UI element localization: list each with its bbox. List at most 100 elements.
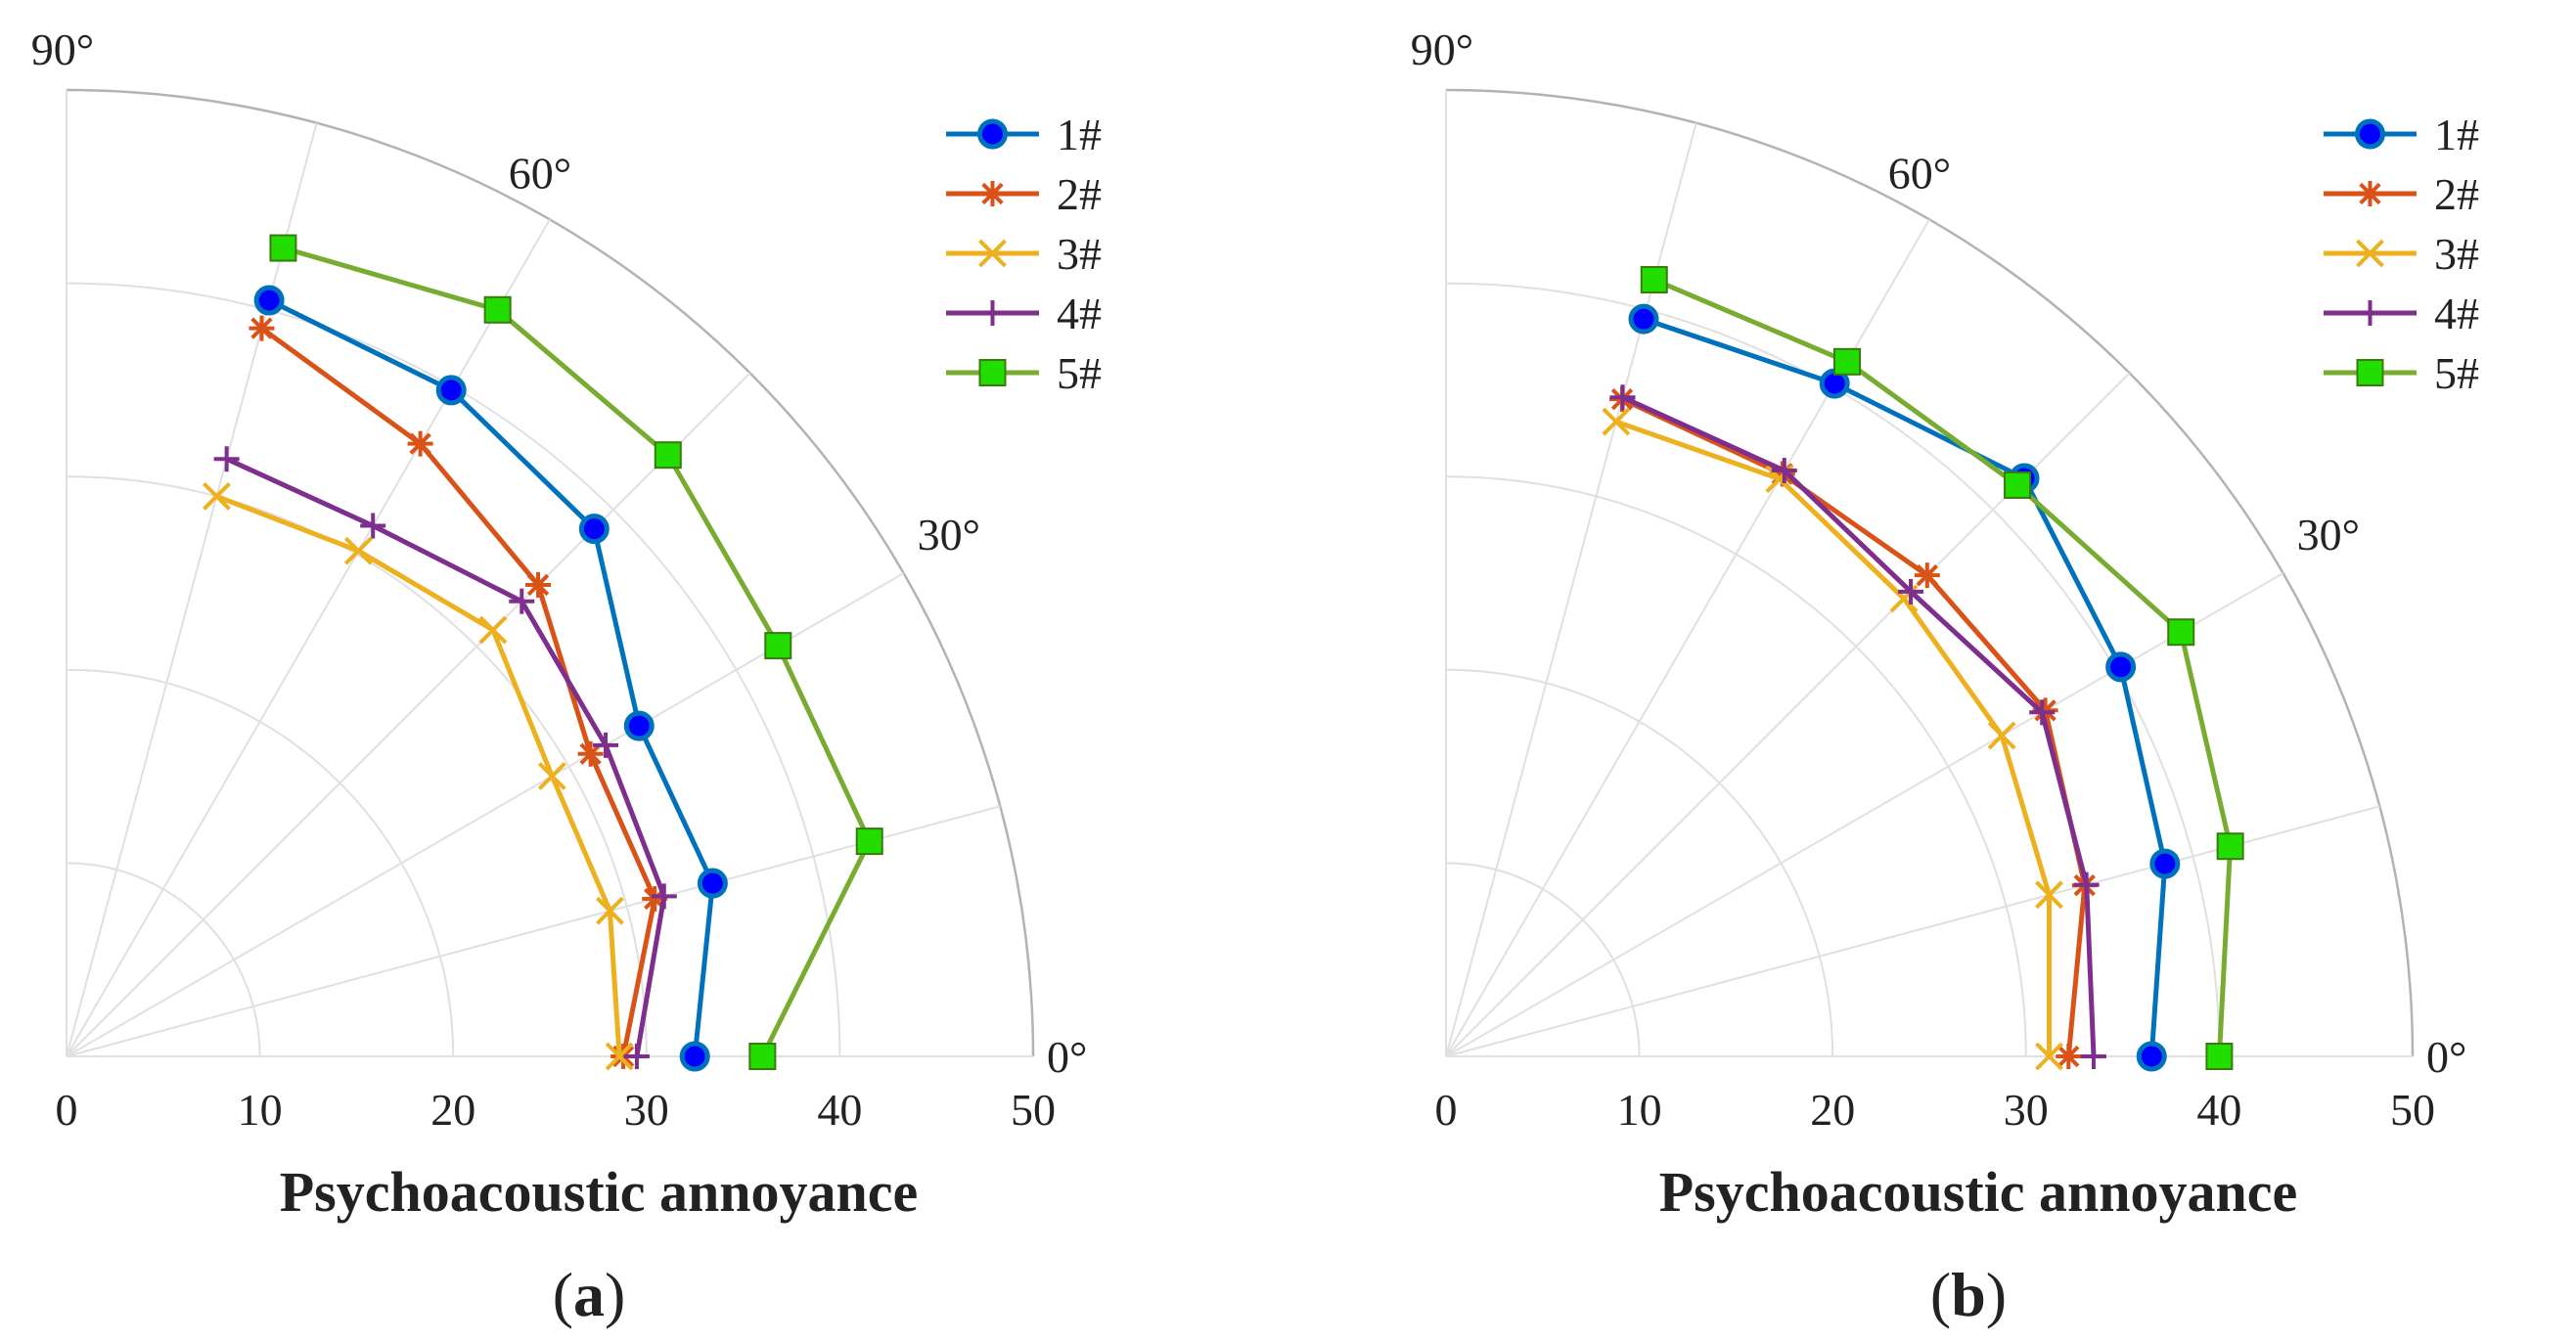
series-line (1643, 316, 2168, 1057)
angle-tick-label: 0° (1047, 1032, 1087, 1082)
legend-marker (978, 239, 1007, 268)
polar-grid-spoke (66, 572, 905, 1057)
series-line (1615, 419, 2052, 1056)
angle-tick-label: 30° (2297, 510, 2360, 559)
data-point (2029, 699, 2056, 726)
data-point (407, 430, 433, 457)
legend-marker (977, 118, 1008, 150)
data-point (1833, 347, 1862, 376)
polar-grid-spoke (1445, 218, 1930, 1057)
radial-tick-label: 50 (1011, 1085, 1056, 1135)
data-point (2080, 1044, 2106, 1069)
data-point (213, 446, 240, 472)
panel-caption: (b) (1930, 1260, 2007, 1329)
axis-title: Psychoacoustic annoyance (1659, 1160, 2298, 1224)
legend-label: 1# (2434, 110, 2479, 159)
legend-label: 4# (2434, 289, 2479, 338)
legend-marker (2357, 181, 2383, 206)
series-2 (249, 315, 668, 1069)
data-point (2035, 880, 2063, 910)
data-point (525, 571, 552, 598)
polar-panel-b: 0 10 20 30 40 500° 30° 60° 90° Psychoacoustic ann… (1411, 24, 2479, 1329)
series-4 (213, 446, 677, 1069)
data-point (2149, 848, 2181, 879)
data-point (2073, 872, 2100, 898)
angle-tick-label: 0° (2426, 1032, 2466, 1082)
radial-tick-label: 20 (430, 1085, 475, 1135)
data-point (509, 588, 535, 614)
data-point (2205, 1043, 2234, 1070)
series-3 (203, 481, 634, 1071)
angle-tick-label: 90° (31, 24, 94, 74)
data-point (764, 632, 792, 660)
series-line (1621, 394, 2097, 1057)
radial-tick-label: 20 (1810, 1085, 1855, 1135)
polar-panel-a: 0 10 20 30 40 500° 30° 60° 90° Psychoacoustic ann… (31, 24, 1102, 1329)
axis-title: Psychoacoustic annoyance (280, 1160, 919, 1224)
data-point (360, 513, 386, 539)
legend-label: 2# (1057, 169, 1102, 219)
data-point (253, 285, 285, 316)
data-point (1914, 562, 1940, 589)
series-line (1620, 396, 2088, 1057)
data-point (343, 536, 373, 565)
polar-grid-spoke (66, 372, 751, 1057)
data-point (1987, 721, 2016, 750)
panel-label: a (573, 1260, 605, 1329)
legend-label: 3# (1057, 229, 1102, 279)
polar-grid-spoke (1445, 122, 1697, 1057)
data-point (593, 732, 619, 758)
legend: 1# 2# 3# 4# 5# (946, 110, 1102, 398)
data-point (578, 514, 610, 545)
angle-tick-label: 30° (918, 510, 980, 559)
data-point (1889, 584, 1919, 613)
series-line (260, 326, 657, 1057)
polar-grid (66, 88, 1035, 1057)
legend-marker (2357, 300, 2383, 326)
data-point (249, 315, 275, 341)
legend-marker (978, 359, 1007, 386)
data-point (2056, 1044, 2082, 1069)
angle-tick-label: 60° (1888, 148, 1951, 198)
legend-label: 2# (2434, 169, 2479, 219)
data-point (269, 234, 297, 262)
series-line (215, 494, 622, 1057)
legend: 1# 2# 3# 4# 5# (2324, 110, 2479, 398)
legend-label: 5# (1057, 348, 1102, 398)
legend-marker (2356, 239, 2384, 268)
data-point (478, 615, 508, 645)
data-point (483, 295, 512, 324)
legend-marker (979, 181, 1006, 206)
data-point (577, 740, 604, 767)
angle-tick-label: 60° (509, 148, 571, 198)
data-point (855, 828, 883, 856)
data-point (1628, 303, 1659, 335)
angle-tick-label: 90° (1411, 24, 1473, 74)
series-3 (1602, 407, 2063, 1071)
data-point (2004, 470, 2032, 499)
series-line (267, 297, 715, 1057)
polar-grid-spoke (66, 122, 318, 1057)
data-point (679, 1041, 710, 1072)
data-point (623, 710, 655, 741)
series-line (282, 246, 873, 1058)
radial-tick-label: 40 (817, 1085, 862, 1135)
radial-tick-label: 30 (624, 1085, 669, 1135)
series-4 (1609, 384, 2106, 1069)
radial-tick-label: 50 (2390, 1085, 2435, 1135)
data-point (1609, 384, 1636, 411)
series-line (225, 456, 667, 1057)
data-point (2035, 1042, 2063, 1071)
radial-tick-label: 30 (2004, 1085, 2049, 1135)
legend-label: 3# (2434, 229, 2479, 279)
data-point (596, 896, 624, 925)
legend-marker (2355, 118, 2385, 150)
data-point (2105, 651, 2137, 683)
data-point (1640, 265, 1668, 293)
series-1 (253, 285, 728, 1072)
panel-label: b (1951, 1260, 1986, 1329)
data-point (2136, 1041, 2167, 1072)
radial-tick-label: 10 (238, 1085, 283, 1135)
legend-label: 5# (2434, 348, 2479, 398)
